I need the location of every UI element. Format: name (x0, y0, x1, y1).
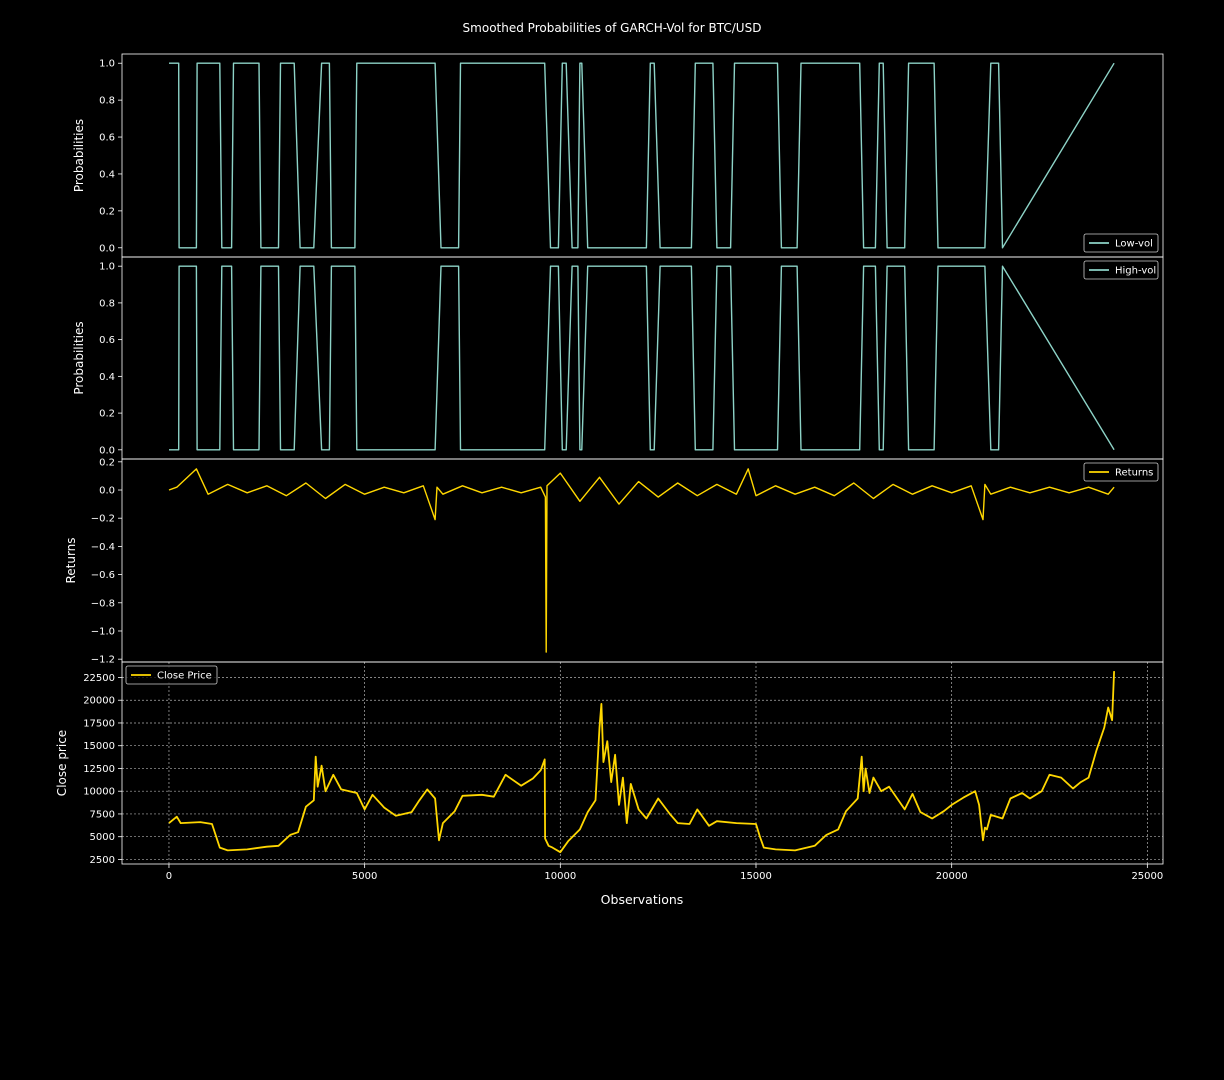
y-tick-label: 17500 (83, 718, 115, 729)
y-tick-label: 1.0 (99, 59, 115, 70)
chart-title: Smoothed Probabilities of GARCH-Vol for … (463, 21, 762, 35)
y-tick-label: 0.4 (99, 372, 115, 383)
x-tick-label: 20000 (936, 871, 968, 882)
y-tick-label: 0.2 (99, 409, 115, 420)
y-tick-label: 0.0 (99, 445, 115, 456)
y-axis-label: Close price (55, 730, 69, 796)
legend-label: Returns (1115, 468, 1153, 479)
y-tick-label: 20000 (83, 696, 115, 707)
legend-label: Low-vol (1115, 239, 1153, 250)
y-tick-label: 1.0 (99, 262, 115, 273)
y-tick-label: 10000 (83, 787, 115, 798)
y-axis-label: Returns (64, 537, 78, 583)
y-tick-label: 0.4 (99, 169, 115, 180)
x-tick-label: 15000 (740, 871, 772, 882)
y-tick-label: 0.6 (99, 133, 115, 144)
y-tick-label: 5000 (90, 832, 115, 843)
legend-label: Close Price (157, 671, 212, 682)
y-tick-label: 7500 (90, 809, 115, 820)
x-tick-label: 5000 (352, 871, 377, 882)
legend-label: High-vol (1115, 266, 1156, 277)
y-tick-label: 0.2 (99, 457, 115, 468)
x-tick-label: 0 (166, 871, 172, 882)
y-tick-label: −0.8 (91, 598, 115, 609)
y-tick-label: −0.6 (91, 570, 115, 581)
y-tick-label: 2500 (90, 855, 115, 866)
y-tick-label: 0.0 (99, 243, 115, 254)
y-tick-label: 15000 (83, 741, 115, 752)
y-tick-label: 0.0 (99, 486, 115, 497)
y-tick-label: −1.2 (91, 655, 115, 666)
x-tick-label: 25000 (1131, 871, 1163, 882)
y-tick-label: 0.8 (99, 298, 115, 309)
legend-low-vol: Low-vol (1084, 234, 1158, 252)
legend-high-vol: High-vol (1084, 261, 1158, 279)
y-tick-label: −0.2 (91, 514, 115, 525)
y-tick-label: 0.8 (99, 96, 115, 107)
y-tick-label: 0.2 (99, 206, 115, 217)
legend-close-price: Close Price (126, 666, 217, 684)
y-axis-label: Probabilities (72, 119, 86, 192)
y-tick-label: 12500 (83, 764, 115, 775)
y-tick-label: 0.6 (99, 335, 115, 346)
x-tick-label: 10000 (544, 871, 576, 882)
x-axis-label: Observations (601, 892, 684, 907)
legend-returns: Returns (1084, 463, 1158, 481)
y-axis-label: Probabilities (72, 321, 86, 394)
y-tick-label: −1.0 (91, 626, 115, 637)
y-tick-label: −0.4 (91, 542, 115, 553)
y-tick-label: 22500 (83, 673, 115, 684)
